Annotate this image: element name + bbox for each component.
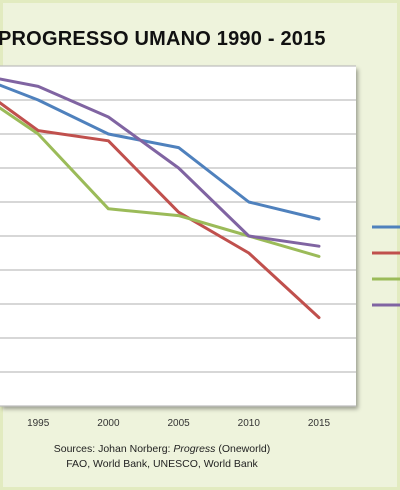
series-line-3	[0, 106, 321, 258]
x-tick-label: 2005	[167, 418, 190, 429]
series-lines	[0, 77, 321, 320]
x-axis-ticks: 1995 2000 2005 2010 2015	[27, 418, 330, 429]
legend	[372, 225, 400, 307]
sources-line-2: FAO, World Bank, UNESCO, World Bank	[66, 458, 258, 470]
x-tick-label: 1995	[27, 418, 50, 429]
sources-suffix: (Oneworld)	[215, 443, 271, 455]
sources-prefix: Sources: Johan Norberg:	[53, 443, 174, 455]
gridlines	[0, 65, 356, 407]
x-tick-label: 2000	[97, 418, 120, 429]
series-line-2	[0, 100, 321, 320]
chart-title: PROGRESSO UMANO 1990 - 2015	[0, 28, 326, 50]
series-line-4	[0, 77, 321, 248]
sources-book-title: Progress	[173, 443, 216, 455]
x-tick-label: 2015	[308, 418, 331, 429]
x-tick-label: 2010	[238, 418, 261, 429]
sources-line-1: Sources: Johan Norberg: Progress (Onewor…	[0, 442, 362, 457]
